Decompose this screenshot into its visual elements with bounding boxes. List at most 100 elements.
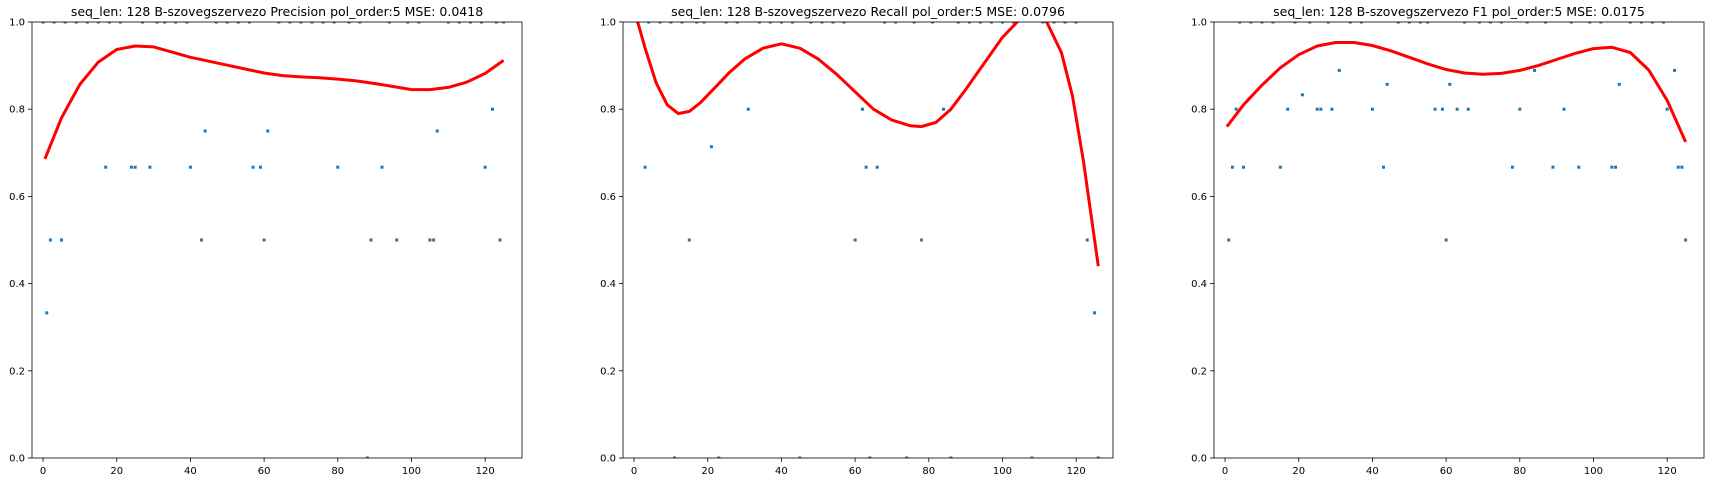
data-point [203, 129, 207, 133]
data-point [1510, 165, 1514, 169]
data-point [258, 165, 262, 169]
x-tick-label: 80 [331, 466, 344, 477]
y-tick-label: 0.2 [9, 366, 25, 377]
data-point [978, 22, 982, 24]
data-point [1617, 82, 1621, 86]
data-point [1326, 22, 1330, 24]
data-point [1599, 22, 1603, 24]
data-point [59, 238, 63, 242]
data-point [875, 165, 879, 169]
data-point [1525, 22, 1529, 24]
data-point [1041, 22, 1045, 24]
data-point [1551, 165, 1555, 169]
axes-frame [622, 21, 1114, 459]
y-tick-label: 0.2 [600, 366, 616, 377]
scatter-points [1227, 22, 1688, 242]
data-point [321, 22, 325, 24]
data-point [1448, 82, 1452, 86]
data-point [831, 22, 835, 24]
data-point [1518, 107, 1522, 111]
x-tick-label: 60 [1440, 466, 1453, 477]
x-tick-label: 40 [184, 466, 197, 477]
y-tick-label: 0.8 [1191, 105, 1207, 116]
data-point [129, 165, 133, 169]
data-point [1271, 22, 1275, 24]
data-point [1348, 22, 1352, 24]
scatter-points [636, 22, 1100, 458]
data-point [299, 22, 303, 24]
x-tick-label: 60 [258, 466, 271, 477]
data-point [735, 22, 739, 24]
data-point [669, 22, 673, 24]
data-point [336, 165, 340, 169]
data-point [247, 22, 251, 24]
chart-title: seq_len: 128 B-szovegszervezo Recall pol… [671, 4, 1065, 19]
chart-title: seq_len: 128 B-szovegszervezo Precision … [71, 4, 483, 19]
data-point [406, 22, 410, 24]
data-point [236, 22, 240, 24]
data-point [432, 238, 436, 242]
y-tick-label: 0.2 [1191, 366, 1207, 377]
data-point [1308, 22, 1312, 24]
data-point [864, 165, 868, 169]
x-tick-label: 20 [110, 466, 123, 477]
data-point [387, 22, 391, 24]
data-point [310, 22, 314, 24]
fit-curve [636, 22, 1100, 267]
data-point [491, 107, 495, 111]
data-point [1466, 107, 1470, 111]
data-point [1533, 68, 1537, 72]
y-tick-label: 1.0 [1191, 18, 1207, 29]
data-point [266, 129, 270, 133]
data-point [757, 22, 761, 24]
data-point [457, 22, 461, 24]
data-point [1562, 107, 1566, 111]
data-point [809, 22, 813, 24]
data-point [1012, 22, 1016, 24]
data-point [1569, 22, 1573, 24]
data-point [1628, 22, 1632, 24]
x-tick-label: 100 [1584, 466, 1603, 477]
data-point [894, 22, 898, 24]
data-point [1488, 22, 1492, 24]
x-tick-label: 120 [1658, 466, 1677, 477]
data-point [155, 22, 159, 24]
data-point [919, 238, 923, 242]
data-point [214, 22, 218, 24]
data-point [1234, 107, 1238, 111]
x-tick-label: 80 [922, 466, 935, 477]
data-point [1665, 107, 1669, 111]
data-point [1426, 22, 1430, 24]
data-point [842, 22, 846, 24]
axes-frame [31, 21, 523, 459]
data-point [717, 456, 721, 458]
data-point [262, 238, 266, 242]
data-point [185, 22, 189, 24]
axes-frame [1213, 21, 1705, 459]
data-point [417, 22, 421, 24]
data-point [1315, 107, 1319, 111]
data-point [860, 107, 864, 111]
data-point [798, 456, 802, 458]
data-point [45, 311, 49, 315]
data-point [1063, 22, 1067, 24]
data-point [1249, 22, 1253, 24]
data-point [435, 129, 439, 133]
x-tick-label: 40 [1366, 466, 1379, 477]
y-tick-label: 0.4 [1191, 279, 1207, 290]
data-point [277, 22, 281, 24]
data-point [347, 22, 351, 24]
subplot-3: seq_len: 128 B-szovegszervezo F1 pol_ord… [1191, 4, 1705, 477]
data-point [468, 22, 472, 24]
data-point [1370, 107, 1374, 111]
data-point [1588, 22, 1592, 24]
data-point [967, 22, 971, 24]
data-point [479, 22, 483, 24]
data-point [1440, 107, 1444, 111]
data-point [494, 22, 498, 24]
data-point [643, 165, 647, 169]
data-point [63, 22, 67, 24]
data-point [1477, 22, 1481, 24]
data-point [883, 22, 887, 24]
data-point [1330, 107, 1334, 111]
